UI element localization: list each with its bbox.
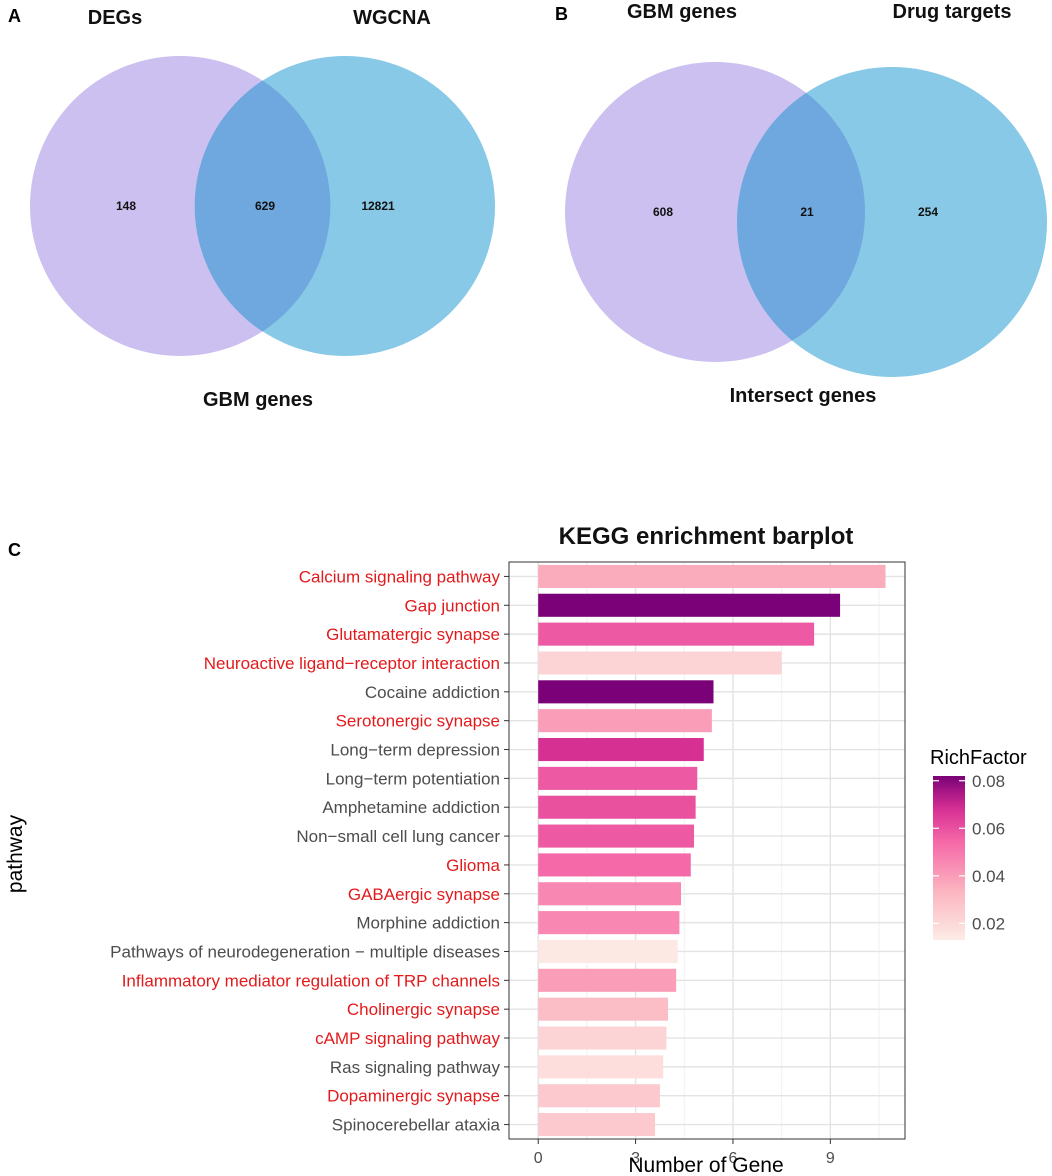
bar [538, 1113, 656, 1137]
venn-b-result-label: Intersect genes [730, 385, 877, 407]
legend-tick-label: 0.04 [972, 867, 1005, 886]
venn-b-right-set-label: Drug targets [893, 1, 1012, 23]
venn-a-overlap-count: 629 [255, 199, 275, 213]
legend-title: RichFactor [930, 747, 1027, 769]
y-tick-label: Non−small cell lung cancer [296, 827, 500, 846]
venn-b-right-count: 254 [918, 205, 938, 219]
bar [538, 911, 680, 935]
y-tick-label: Pathways of neurodegeneration − multiple… [110, 942, 500, 961]
y-tick-label: Ras signaling pathway [330, 1058, 501, 1077]
x-axis-title: Number of Gene [628, 1154, 783, 1176]
y-axis-title: pathway [4, 814, 27, 893]
bar [538, 824, 695, 848]
bar [538, 564, 886, 588]
legend: RichFactor 0.02 0.04 0.06 0.08 [930, 747, 1027, 940]
legend-tick-label: 0.02 [972, 914, 1005, 933]
venn-a-overlap [194, 80, 331, 332]
bar [538, 593, 841, 617]
y-tick-label: Inflammatory mediator regulation of TRP … [122, 971, 500, 990]
y-tick-label: Glutamatergic synapse [326, 625, 500, 644]
y-tick-label: Serotonergic synapse [336, 712, 500, 731]
legend-tick-label: 0.06 [972, 819, 1005, 838]
y-tick-label: Long−term depression [330, 741, 500, 760]
legend-tick-label: 0.08 [972, 772, 1005, 791]
bar [538, 795, 696, 819]
bar [538, 766, 698, 790]
y-tick-label: Dopaminergic synapse [327, 1087, 500, 1106]
bar [538, 709, 712, 733]
y-tick-label: cAMP signaling pathway [315, 1029, 500, 1048]
y-tick-label: Amphetamine addiction [322, 798, 500, 817]
x-tick-label: 0 [534, 1150, 543, 1167]
bar [538, 853, 691, 877]
bar [538, 968, 677, 992]
bar [538, 939, 678, 964]
bar [538, 651, 782, 675]
plot-background [509, 562, 905, 1139]
y-tick-label: Glioma [446, 856, 500, 875]
y-tick-label: Neuroactive ligand−receptor interaction [204, 654, 500, 673]
y-axis-ticks: Calcium signaling pathway Gap junction Glu… [110, 567, 509, 1135]
x-tick-label: 6 [729, 1150, 738, 1167]
bar [538, 1084, 660, 1108]
bars [538, 564, 886, 1137]
y-tick-label: Cholinergic synapse [347, 1000, 500, 1019]
bar [538, 882, 682, 906]
legend-colorbar [933, 776, 965, 940]
y-tick-label: Calcium signaling pathway [299, 567, 501, 586]
panel-letter-c: C [8, 540, 21, 560]
bar [538, 997, 669, 1021]
y-tick-label: Gap junction [405, 596, 500, 615]
venn-a-right-set-label: WGCNA [353, 7, 431, 29]
venn-a-left-count: 148 [116, 199, 136, 213]
venn-diagram-b: B GBM genes Drug targets 608 21 254 Inte… [555, 1, 1047, 407]
venn-b-overlap [737, 67, 865, 362]
plot-panel-border [508, 561, 906, 1140]
y-tick-label: GABAergic synapse [348, 885, 500, 904]
panel-letter-a: A [8, 6, 21, 26]
x-axis-ticks: 0 3 6 9 [534, 1139, 835, 1167]
chart-title: KEGG enrichment barplot [559, 523, 854, 550]
venn-b-left-set-label: GBM genes [627, 1, 737, 23]
bar [538, 680, 714, 704]
bar [538, 1026, 667, 1050]
venn-b-overlap-count: 21 [800, 205, 814, 219]
venn-a-right-count: 12821 [361, 199, 395, 213]
bar [538, 737, 704, 762]
y-tick-label: Cocaine addiction [365, 683, 500, 702]
x-tick-label: 9 [826, 1150, 835, 1167]
kegg-barplot: C KEGG enrichment barplot Calcium signal… [4, 523, 1027, 1176]
y-tick-label: Spinocerebellar ataxia [332, 1116, 501, 1135]
venn-a-result-label: GBM genes [203, 389, 313, 411]
legend-ticks: 0.02 0.04 0.06 0.08 [933, 772, 1005, 933]
bar [538, 622, 815, 646]
y-tick-label: Long−term potentiation [326, 769, 500, 788]
venn-a-left-set-label: DEGs [88, 7, 142, 29]
venn-diagram-a: A DEGs WGCNA 148 629 12821 GBM genes [8, 6, 495, 411]
y-tick-label: Morphine addiction [356, 914, 500, 933]
panel-letter-b: B [555, 4, 568, 24]
venn-b-left-count: 608 [653, 205, 673, 219]
bar [538, 1055, 664, 1079]
x-tick-label: 3 [631, 1150, 640, 1167]
